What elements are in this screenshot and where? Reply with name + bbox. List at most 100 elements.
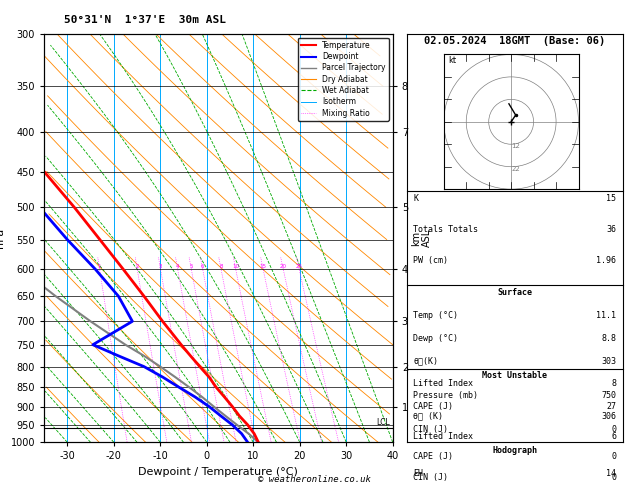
Line: Temperature: Temperature xyxy=(0,34,259,442)
Temperature xyxy=(187,353,194,359)
Text: 27: 27 xyxy=(606,402,616,411)
Text: Lifted Index: Lifted Index xyxy=(413,432,473,441)
Dewpoint xyxy=(191,394,199,400)
Temperature xyxy=(228,403,236,409)
Parcel Trajectory xyxy=(233,422,241,428)
Text: 8: 8 xyxy=(611,380,616,388)
X-axis label: Dewpoint / Temperature (°C): Dewpoint / Temperature (°C) xyxy=(138,467,298,477)
Text: θᴇ(K): θᴇ(K) xyxy=(413,357,438,365)
Text: kt: kt xyxy=(448,56,457,66)
Text: 0: 0 xyxy=(611,452,616,462)
Text: Hodograph: Hodograph xyxy=(493,446,537,455)
Text: 4: 4 xyxy=(176,264,179,269)
Text: CAPE (J): CAPE (J) xyxy=(413,452,454,462)
Temperature xyxy=(40,169,48,174)
Parcel Trajectory xyxy=(121,342,129,347)
Dewpoint xyxy=(114,293,122,299)
Y-axis label: km
ASL: km ASL xyxy=(411,229,432,247)
Temperature xyxy=(235,413,243,419)
Temperature xyxy=(140,293,148,299)
Text: 8.8: 8.8 xyxy=(601,334,616,343)
Text: 8: 8 xyxy=(220,264,223,269)
Parcel Trajectory xyxy=(210,403,218,409)
Temperature xyxy=(250,431,258,436)
Dewpoint xyxy=(205,403,213,409)
Temperature xyxy=(96,237,104,243)
Text: LCL: LCL xyxy=(377,418,391,427)
Temperature xyxy=(70,204,78,210)
Text: Most Unstable: Most Unstable xyxy=(482,371,547,380)
Parcel Trajectory xyxy=(171,374,179,380)
Parcel Trajectory xyxy=(157,364,164,369)
Line: Parcel Trajectory: Parcel Trajectory xyxy=(0,34,259,442)
Parcel Trajectory xyxy=(87,318,94,324)
Text: 12: 12 xyxy=(511,143,520,150)
Text: 22: 22 xyxy=(511,166,520,172)
Parcel Trajectory xyxy=(52,293,59,299)
Text: 0: 0 xyxy=(611,473,616,482)
Legend: Temperature, Dewpoint, Parcel Trajectory, Dry Adiabat, Wet Adiabat, Isotherm, Mi: Temperature, Dewpoint, Parcel Trajectory… xyxy=(298,38,389,121)
Text: 6: 6 xyxy=(201,264,204,269)
Text: Dewp (°C): Dewp (°C) xyxy=(413,334,459,343)
Text: Lifted Index: Lifted Index xyxy=(413,380,473,388)
Dewpoint xyxy=(140,364,148,369)
Dewpoint xyxy=(64,237,71,243)
Parcel Trajectory xyxy=(255,439,262,445)
Text: 5: 5 xyxy=(189,264,193,269)
Text: 02.05.2024  18GMT  (Base: 06): 02.05.2024 18GMT (Base: 06) xyxy=(424,36,605,46)
Dewpoint xyxy=(175,384,182,390)
Text: 20: 20 xyxy=(280,264,287,269)
Text: 50°31'N  1°37'E  30m ASL: 50°31'N 1°37'E 30m ASL xyxy=(64,15,226,25)
Text: Temp (°C): Temp (°C) xyxy=(413,311,459,320)
Parcel Trajectory xyxy=(186,384,193,390)
Text: 25: 25 xyxy=(296,264,303,269)
Temperature xyxy=(205,374,213,380)
Text: 10: 10 xyxy=(232,264,239,269)
Text: EH: EH xyxy=(413,469,423,478)
Dewpoint xyxy=(128,318,136,324)
Dewpoint xyxy=(89,342,97,347)
Text: 3: 3 xyxy=(159,264,162,269)
Text: θᴇ (K): θᴇ (K) xyxy=(413,412,443,421)
Text: 6: 6 xyxy=(611,432,616,441)
Temperature xyxy=(120,266,127,272)
Y-axis label: hPa: hPa xyxy=(0,228,5,248)
Parcel Trajectory xyxy=(198,394,206,400)
Text: 36: 36 xyxy=(606,225,616,234)
Temperature xyxy=(177,342,185,347)
Dewpoint xyxy=(244,439,252,445)
Text: 14: 14 xyxy=(606,469,616,478)
Text: 303: 303 xyxy=(601,357,616,365)
Text: 1: 1 xyxy=(98,264,101,269)
Temperature xyxy=(196,364,204,369)
Dewpoint xyxy=(238,431,245,436)
Dewpoint xyxy=(228,422,236,428)
Temperature xyxy=(244,422,252,428)
Text: 750: 750 xyxy=(601,391,616,400)
Text: K: K xyxy=(413,194,418,204)
Text: 15: 15 xyxy=(260,264,267,269)
Parcel Trajectory xyxy=(221,413,229,419)
Dewpoint xyxy=(36,204,43,210)
Dewpoint xyxy=(159,374,166,380)
Text: 1.96: 1.96 xyxy=(596,256,616,265)
Temperature xyxy=(221,394,228,400)
Temperature xyxy=(8,129,15,135)
Text: PW (cm): PW (cm) xyxy=(413,256,448,265)
Line: Dewpoint: Dewpoint xyxy=(0,34,248,442)
Dewpoint xyxy=(114,353,122,359)
Dewpoint xyxy=(91,266,99,272)
Text: © weatheronline.co.uk: © weatheronline.co.uk xyxy=(258,474,371,484)
Text: CAPE (J): CAPE (J) xyxy=(413,402,454,411)
Text: 0: 0 xyxy=(611,425,616,434)
Text: 2: 2 xyxy=(135,264,139,269)
Text: 11.1: 11.1 xyxy=(596,311,616,320)
Temperature xyxy=(212,384,220,390)
Parcel Trajectory xyxy=(17,266,25,272)
Temperature xyxy=(255,439,262,445)
Text: CIN (J): CIN (J) xyxy=(413,473,448,482)
Text: Surface: Surface xyxy=(498,288,532,297)
Dewpoint xyxy=(0,169,6,174)
Text: Pressure (mb): Pressure (mb) xyxy=(413,391,478,400)
Text: 15: 15 xyxy=(606,194,616,204)
